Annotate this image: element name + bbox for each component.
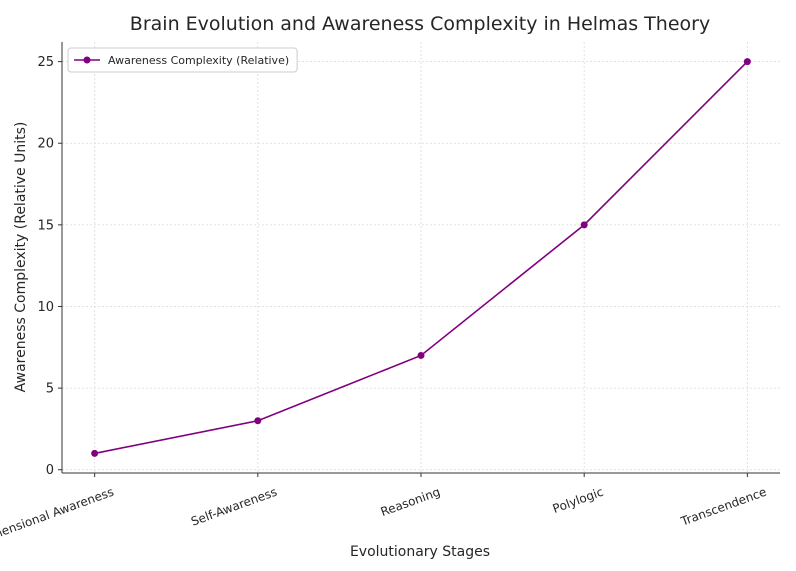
y-tick-label: 0: [46, 463, 54, 478]
y-tick-label: 15: [37, 218, 54, 233]
y-tick-label: 20: [37, 137, 54, 152]
x-tick-label: Dimensional Awareness: [0, 485, 116, 547]
chart-title: Brain Evolution and Awareness Complexity…: [130, 13, 710, 35]
data-point: [254, 417, 262, 425]
x-tick-label: Transcendence: [678, 485, 768, 529]
y-tick-label: 25: [37, 55, 54, 70]
legend: Awareness Complexity (Relative): [67, 47, 298, 73]
x-axis-label: Evolutionary Stages: [350, 544, 490, 560]
x-tick-label: Self-Awareness: [189, 485, 279, 529]
x-tick-label: Polylogic: [551, 485, 605, 516]
legend-label: Awareness Complexity (Relative): [108, 54, 289, 67]
y-tick-label: 5: [46, 382, 54, 397]
data-point: [91, 449, 99, 457]
legend-marker: [83, 56, 91, 64]
y-axis-label: Awareness Complexity (Relative Units): [13, 122, 29, 393]
legend-box: [67, 47, 298, 73]
data-point: [743, 58, 751, 66]
data-point: [580, 221, 588, 229]
x-tick-label: Reasoning: [379, 485, 442, 519]
data-point: [417, 351, 425, 359]
y-tick-label: 10: [37, 300, 54, 315]
